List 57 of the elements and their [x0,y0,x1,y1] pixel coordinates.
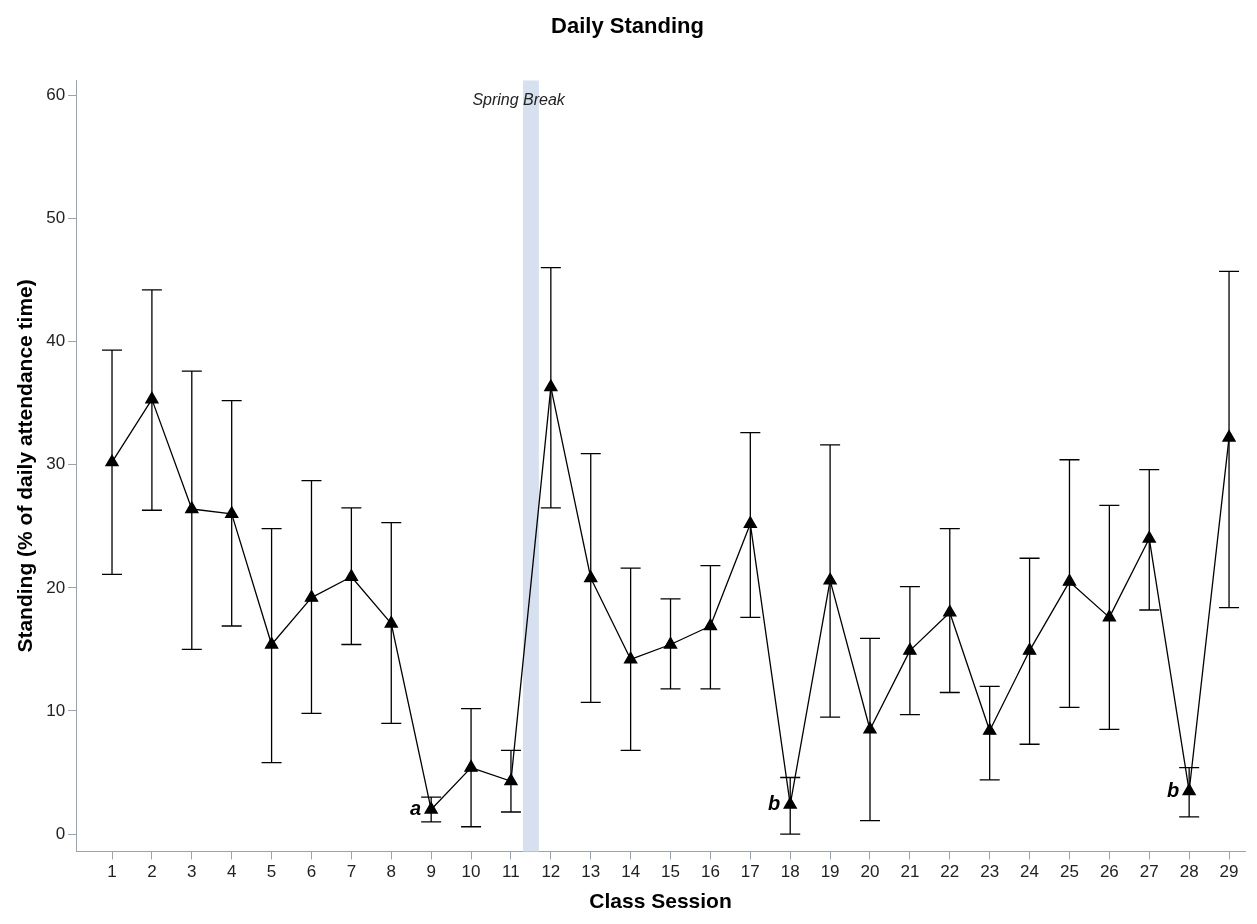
x-tick-label: 9 [426,862,436,882]
point [264,636,279,649]
x-axis-title: Class Session [589,889,732,913]
x-tick-label: 16 [700,862,720,882]
x-tick-label: 11 [502,862,520,882]
point [1062,574,1077,586]
y-tick-label: 0 [55,823,66,843]
x-tick-label: 6 [306,862,317,882]
x-tick-label: 10 [461,862,481,882]
point [384,615,398,628]
point [344,569,359,581]
y-axis-title: Standing (% of daily attendance time) [13,279,37,653]
x-tick-label: 21 [900,862,920,882]
x-tick-label: 20 [860,862,880,882]
x-tick-label: 15 [661,862,680,882]
annotation: a [410,797,422,820]
y-tick-label: 60 [46,84,66,104]
annotation: b [1166,778,1180,801]
x-tick-label: 3 [187,862,197,882]
x-tick-label: 14 [621,862,641,882]
x-tick-label: 5 [266,862,277,882]
point [1142,530,1156,543]
y-tick-label: 50 [46,208,66,228]
y-tick-label: 40 [46,331,66,351]
point [743,516,758,528]
band-label: Spring Break [472,90,566,108]
x-tick-label: 7 [346,862,357,882]
x-tick-label: 8 [386,862,397,882]
point [1102,609,1117,622]
point [943,604,957,617]
x-tick-label: 2 [147,862,157,882]
x-tick-label: 27 [1139,862,1159,882]
x-tick-label: 26 [1099,862,1119,882]
x-tick-label: 24 [1020,862,1040,882]
x-tick-label: 18 [780,862,800,882]
x-tick-label: 22 [940,862,960,882]
x-tick-label: 12 [541,862,561,882]
x-tick-label: 4 [226,862,237,882]
point [783,796,797,809]
y-tick-label: 20 [46,577,66,597]
x-tick-label: 25 [1060,862,1079,882]
point [1022,642,1037,655]
x-tick-label: 13 [581,862,601,882]
y-tick-label: 10 [46,700,66,720]
point [304,590,319,602]
x-tick-label: 28 [1179,862,1199,882]
chart-title: Daily Standing [551,13,704,39]
point [663,636,678,649]
x-tick-label: 19 [820,862,840,882]
y-tick-label: 30 [46,454,66,474]
annotation: b [767,792,781,815]
x-tick-label: 23 [980,862,1000,882]
point [982,723,997,735]
x-tick-label: 1 [107,862,117,882]
x-tick-label: 17 [740,862,760,882]
x-tick-label: 29 [1219,862,1239,882]
point [424,801,438,814]
